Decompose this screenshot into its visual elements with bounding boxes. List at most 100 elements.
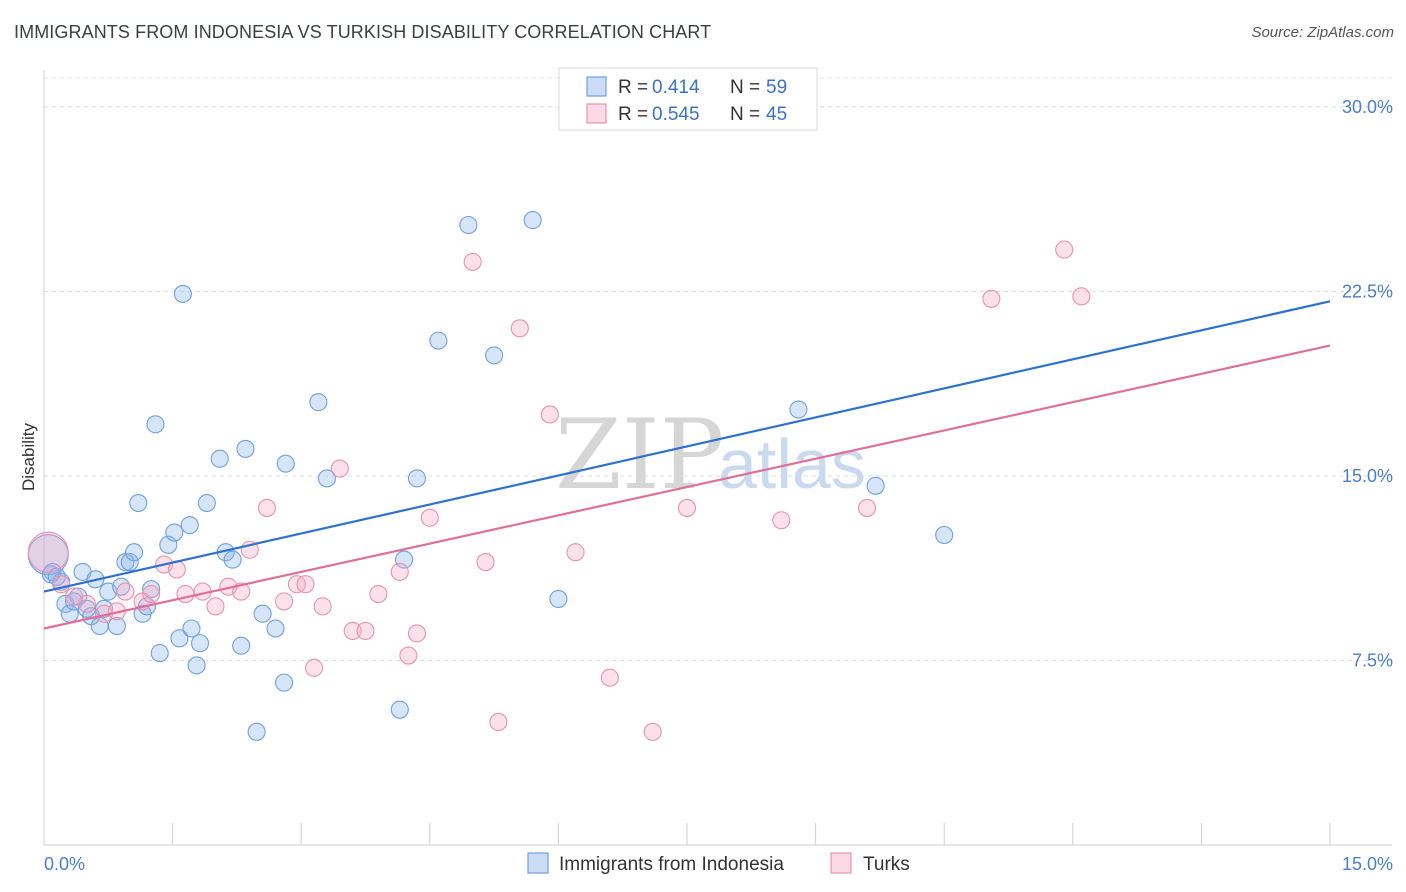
data-points [27, 211, 1091, 741]
legend-n-label-2: N = [730, 104, 760, 125]
point-turks-18 [296, 575, 315, 594]
point-turks-9 [176, 584, 195, 604]
point-indonesia-55 [935, 525, 954, 545]
x-tick-label-0: 0.0% [44, 854, 85, 874]
point-indonesia-47 [407, 469, 426, 488]
legend-r-value-1: 0.414 [652, 77, 700, 98]
point-turks-6 [142, 584, 161, 604]
point-turks-20 [313, 597, 332, 616]
point-indonesia-18 [129, 493, 148, 513]
point-indonesia-28 [180, 516, 199, 535]
point-turks-28 [420, 508, 439, 527]
point-indonesia-39 [253, 604, 272, 623]
point-turks-31 [489, 712, 508, 732]
point-indonesia-44 [317, 469, 336, 488]
point-turks-21 [330, 459, 349, 478]
legend-r-label-1: R = [618, 77, 648, 98]
point-turks-41 [1055, 240, 1074, 259]
y-tick-label-3: 30.0% [1342, 97, 1393, 117]
point-turks-30 [476, 553, 495, 572]
point-indonesia-49 [459, 215, 478, 235]
legend-series: Immigrants from Indonesia Turks [527, 852, 910, 875]
legend-series-label-indonesia: Immigrants from Indonesia [559, 854, 784, 875]
point-turks-11 [206, 597, 225, 616]
point-turks-4 [116, 582, 135, 601]
point-turks-37 [677, 498, 697, 517]
point-indonesia-29 [182, 619, 201, 638]
point-indonesia-17 [124, 543, 144, 562]
point-indonesia-16 [120, 553, 139, 572]
legend-n-label-1: N = [730, 77, 760, 98]
point-indonesia-13 [107, 616, 126, 636]
point-turks-19 [305, 658, 324, 677]
point-turks-36 [643, 722, 662, 741]
legend-series-label-turks: Turks [863, 854, 910, 875]
point-indonesia-23 [150, 644, 169, 663]
point-indonesia-54 [866, 476, 885, 495]
legend-series-swatch-pink [830, 852, 852, 874]
point-turks-32 [510, 319, 529, 338]
source-label: Source: ZipAtlas.com [1251, 24, 1394, 41]
point-indonesia-22 [146, 415, 165, 434]
point-indonesia-33 [210, 449, 229, 468]
point-turks-13 [232, 582, 251, 601]
point-indonesia-50 [485, 346, 504, 365]
point-turks-22 [343, 621, 362, 641]
legend-stats: R = 0.414 N = 59 R = 0.545 N = 45 [558, 67, 818, 131]
point-turks-29 [463, 252, 482, 271]
point-indonesia-53 [789, 400, 808, 419]
point-indonesia-41 [275, 673, 294, 692]
point-turks-33 [540, 405, 559, 424]
point-indonesia-30 [187, 656, 206, 675]
point-turks-35 [600, 668, 619, 687]
point-turks-39 [857, 498, 877, 517]
point-turks-34 [566, 543, 585, 562]
y-tick-label-2: 22.5% [1342, 281, 1393, 301]
trend-line-turks [43, 344, 1331, 630]
point-turks-25 [390, 562, 409, 581]
point-turks-0 [27, 531, 69, 573]
point-indonesia-42 [276, 454, 295, 473]
legend-n-value-2: 45 [766, 104, 787, 125]
point-turks-42 [1072, 287, 1091, 306]
point-indonesia-48 [429, 331, 448, 350]
point-indonesia-43 [309, 393, 328, 412]
x-tick-label-1: 15.0% [1342, 854, 1393, 874]
chart-title: IMMIGRANTS FROM INDONESIA VS TURKISH DIS… [14, 22, 712, 42]
legend-n-value-1: 59 [766, 77, 787, 98]
point-indonesia-52 [549, 589, 568, 609]
y-tick-label-0: 7.5% [1352, 650, 1393, 670]
axes [43, 70, 1392, 846]
point-turks-40 [982, 289, 1001, 308]
legend-swatch-blue [586, 76, 607, 97]
point-turks-43 [64, 587, 84, 606]
point-indonesia-51 [523, 211, 542, 230]
legend-swatch-pink [586, 103, 607, 124]
point-indonesia-27 [173, 284, 192, 303]
point-turks-23 [356, 621, 375, 641]
x-tick-labels: 0.0% 15.0% [44, 854, 1393, 874]
legend-series-swatch-blue [527, 852, 549, 874]
point-indonesia-37 [236, 439, 255, 458]
point-indonesia-32 [197, 493, 216, 513]
point-indonesia-40 [266, 619, 285, 638]
legend-r-value-2: 0.545 [652, 104, 700, 125]
point-turks-24 [369, 584, 388, 604]
point-turks-26 [399, 646, 418, 665]
point-turks-15 [257, 498, 276, 517]
point-indonesia-38 [247, 722, 266, 741]
legend-r-label-2: R = [618, 104, 648, 125]
point-indonesia-21 [142, 580, 161, 599]
trend-line-indonesia [43, 300, 1331, 593]
point-turks-16 [275, 592, 294, 611]
point-indonesia-35 [223, 550, 242, 569]
gridlines [44, 77, 1392, 661]
legend-stats-box [558, 67, 818, 131]
y-tick-labels: 7.5% 15.0% 22.5% 30.0% [1342, 97, 1393, 671]
point-indonesia-31 [190, 634, 210, 653]
point-turks-27 [407, 624, 426, 643]
y-axis-title: Disability [19, 422, 38, 491]
point-turks-38 [772, 511, 791, 530]
point-indonesia-25 [165, 523, 184, 542]
